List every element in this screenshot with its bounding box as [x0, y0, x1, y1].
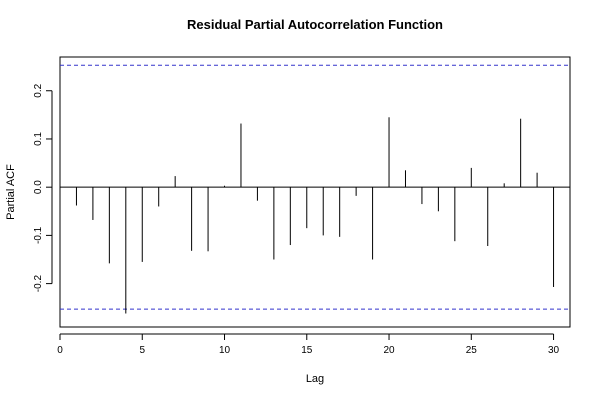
y-tick-label: 0.0: [33, 180, 44, 194]
x-tick-label: 10: [219, 345, 231, 356]
x-tick-label: 25: [466, 345, 478, 356]
x-tick-label: 30: [548, 345, 560, 356]
chart-title: Residual Partial Autocorrelation Functio…: [187, 17, 443, 32]
y-axis: -0.2 -0.1 0.0 0.1 0.2: [33, 83, 53, 293]
y-tick-label: -0.1: [33, 226, 44, 244]
pacf-bars: [75, 117, 555, 314]
x-tick-label: 15: [301, 345, 313, 356]
x-tick-label: 5: [139, 345, 145, 356]
x-tick-label: 20: [383, 345, 395, 356]
y-axis-label: Partial ACF: [5, 164, 17, 220]
confidence-bounds: [60, 64, 570, 310]
x-tick-label: 0: [57, 345, 63, 356]
y-tick-label: -0.2: [33, 275, 44, 293]
y-tick-label: 0.2: [33, 83, 44, 97]
x-axis-label: Lag: [306, 373, 324, 385]
x-axis: 0 5 10 15 20 25 30: [57, 333, 560, 356]
y-tick-label: 0.1: [33, 132, 44, 146]
plot-frame: [59, 56, 571, 328]
